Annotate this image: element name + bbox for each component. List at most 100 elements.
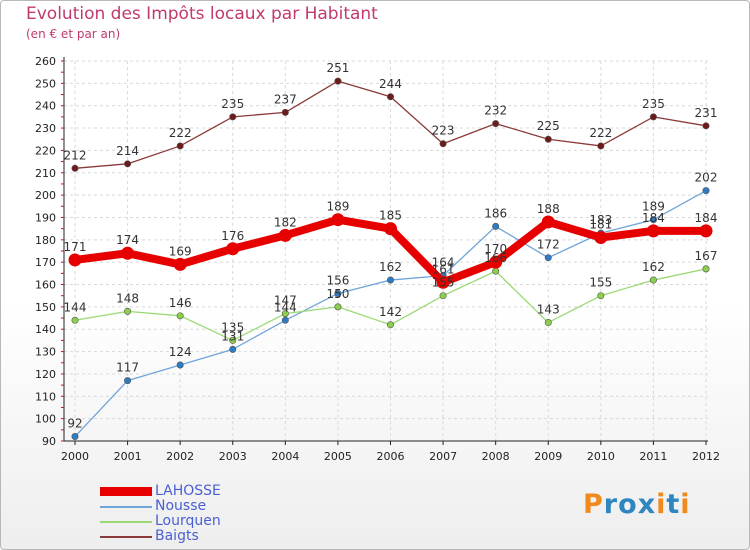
data-label-lourquen: 144: [64, 300, 87, 314]
data-label-lahosse: 176: [221, 229, 244, 243]
x-tick-label: 2005: [324, 450, 352, 463]
data-label-baigts: 251: [326, 61, 349, 75]
x-tick-label: 2012: [692, 450, 720, 463]
data-label-baigts: 222: [589, 126, 612, 140]
x-tick-label: 2004: [271, 450, 299, 463]
data-label-baigts: 232: [484, 104, 507, 118]
logo-letter: t: [666, 489, 681, 520]
data-point-lourquen: [439, 292, 447, 300]
data-label-nousse: 117: [116, 361, 139, 375]
y-tick-label: 200: [35, 189, 56, 202]
data-label-lahosse: 182: [274, 215, 297, 229]
y-tick-label: 210: [35, 167, 56, 180]
x-tick-label: 2006: [377, 450, 405, 463]
proxiti-logo: Proxiti: [583, 489, 691, 520]
data-point-baigts: [386, 93, 394, 101]
data-label-lourquen: 155: [432, 276, 455, 290]
data-point-nousse: [702, 187, 710, 195]
data-label-lourquen: 162: [642, 260, 665, 274]
data-point-lahosse: [226, 242, 240, 256]
y-tick-label: 220: [35, 144, 56, 157]
data-label-nousse: 162: [379, 260, 402, 274]
data-label-nousse: 202: [695, 171, 718, 185]
x-tick-label: 2001: [114, 450, 142, 463]
data-point-lahosse: [594, 231, 608, 245]
x-tick-label: 2002: [166, 450, 194, 463]
data-point-baigts: [702, 122, 710, 130]
data-point-lourquen: [176, 312, 184, 320]
data-point-baigts: [176, 142, 184, 150]
data-label-lourquen: 155: [589, 276, 612, 290]
legend-item-lahosse: LAHOSSE: [100, 484, 320, 499]
data-point-nousse: [386, 276, 394, 284]
data-label-nousse: 124: [169, 345, 192, 359]
data-label-baigts: 225: [537, 119, 560, 133]
chart-subtitle: (en € et par an): [26, 27, 121, 41]
y-tick-label: 150: [35, 301, 56, 314]
x-tick-label: 2007: [429, 450, 457, 463]
data-label-nousse: 183: [589, 213, 612, 227]
data-label-baigts: 223: [432, 124, 455, 138]
data-point-baigts: [492, 120, 500, 128]
data-point-baigts: [229, 113, 237, 121]
data-label-baigts: 222: [169, 126, 192, 140]
data-label-baigts: 214: [116, 144, 139, 158]
legend-item-baigts: Baigts: [100, 529, 320, 544]
y-tick-label: 100: [35, 413, 56, 426]
data-point-nousse: [492, 222, 500, 230]
data-point-lahosse: [331, 213, 345, 227]
data-point-lourquen: [281, 310, 289, 318]
data-label-nousse: 156: [326, 273, 349, 287]
data-label-lahosse: 184: [642, 211, 665, 225]
logo-letter: i: [656, 489, 667, 520]
data-point-nousse: [649, 216, 657, 224]
legend-swatch: [100, 536, 152, 538]
x-tick-label: 2009: [534, 450, 562, 463]
logo-letter: r: [603, 489, 619, 520]
data-label-lourquen: 146: [169, 296, 192, 310]
chart-title: Evolution des Impôts locaux par Habitant: [26, 4, 378, 24]
data-point-lahosse: [699, 224, 713, 238]
x-tick-label: 2008: [482, 450, 510, 463]
data-point-lahosse: [173, 257, 187, 271]
logo-letter: x: [637, 489, 657, 520]
data-point-lahosse: [646, 224, 660, 238]
data-point-nousse: [124, 377, 132, 385]
y-tick-label: 180: [35, 234, 56, 247]
data-point-lahosse: [278, 228, 292, 242]
y-tick-label: 170: [35, 256, 56, 269]
data-point-lourquen: [71, 316, 79, 324]
data-point-lahosse: [541, 215, 555, 229]
data-point-lourquen: [124, 307, 132, 315]
x-tick-label: 2011: [639, 450, 667, 463]
y-tick-label: 140: [35, 323, 56, 336]
data-point-lourquen: [229, 336, 237, 344]
data-point-nousse: [281, 316, 289, 324]
data-label-baigts: 235: [221, 97, 244, 111]
y-tick-label: 230: [35, 122, 56, 135]
data-label-lourquen: 150: [326, 287, 349, 301]
y-tick-label: 90: [42, 435, 56, 448]
data-label-lourquen: 167: [695, 249, 718, 263]
data-label-nousse: 189: [642, 200, 665, 214]
data-point-baigts: [71, 164, 79, 172]
data-label-lahosse: 188: [537, 202, 560, 216]
data-label-lahosse: 169: [169, 244, 192, 258]
data-label-nousse: 164: [432, 256, 455, 270]
data-label-lourquen: 166: [484, 251, 507, 265]
data-label-lahosse: 170: [484, 242, 507, 256]
logo-letter: i: [680, 489, 691, 520]
data-label-baigts: 231: [695, 106, 718, 120]
legend-swatch: [100, 521, 152, 523]
data-point-lourquen: [334, 303, 342, 311]
legend-label: Baigts: [155, 528, 199, 544]
legend-swatch: [100, 487, 152, 496]
data-label-lourquen: 147: [274, 294, 297, 308]
data-label-lahosse: 181: [589, 218, 612, 232]
data-point-lahosse: [121, 246, 135, 260]
data-point-lourquen: [386, 321, 394, 329]
legend: LAHOSSE Nousse Lourquen Baigts: [100, 484, 320, 544]
data-point-lourquen: [649, 276, 657, 284]
data-point-baigts: [124, 160, 132, 168]
